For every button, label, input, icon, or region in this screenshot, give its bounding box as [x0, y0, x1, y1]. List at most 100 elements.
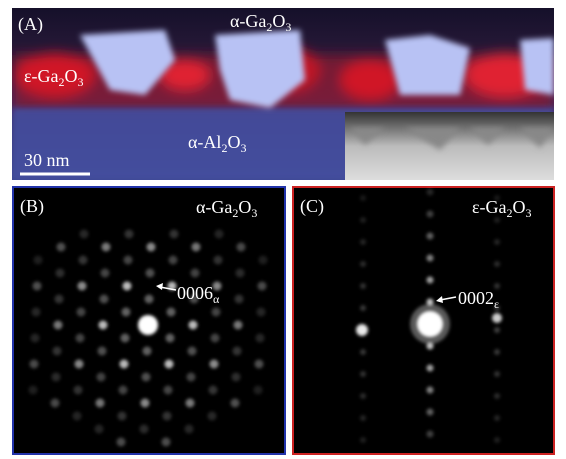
spot — [258, 282, 267, 291]
spot — [146, 269, 155, 278]
spot — [124, 256, 133, 265]
spot — [360, 283, 366, 289]
spot — [427, 189, 434, 196]
spot — [231, 399, 240, 408]
spot — [360, 415, 366, 421]
spot — [57, 243, 66, 252]
spot — [417, 311, 443, 337]
spot — [494, 327, 500, 333]
spot — [257, 308, 266, 317]
spot — [185, 425, 194, 434]
spot — [143, 347, 152, 356]
spot — [118, 412, 127, 421]
spot — [235, 295, 244, 304]
spot — [211, 334, 220, 343]
spot — [74, 386, 83, 395]
spot — [494, 371, 500, 377]
spot — [75, 360, 84, 369]
spot — [162, 438, 171, 447]
spot — [78, 282, 87, 291]
panel-label: (A) — [18, 14, 43, 35]
spot — [360, 261, 366, 267]
spot — [100, 295, 109, 304]
phase-label: α-Ga2O3 — [196, 197, 257, 220]
spot — [188, 347, 197, 356]
spot — [256, 334, 265, 343]
spot — [427, 255, 434, 262]
spot — [234, 321, 243, 330]
spot — [427, 277, 434, 284]
spot — [33, 282, 42, 291]
spot — [163, 412, 172, 421]
spot — [427, 365, 434, 372]
spot — [427, 431, 434, 438]
spot — [494, 415, 500, 421]
spot — [30, 360, 39, 369]
spot — [427, 387, 434, 394]
spot — [141, 399, 150, 408]
spot — [34, 256, 43, 265]
spot — [259, 256, 268, 265]
spot — [99, 321, 108, 330]
spot — [53, 347, 62, 356]
spot — [192, 243, 201, 252]
figure: (A) α-Ga2O3 ε-Ga2O3 α-Al2O3 30 nm (B) α-… — [0, 0, 566, 459]
panel-c — [293, 187, 554, 454]
spot — [121, 334, 130, 343]
spot — [95, 425, 104, 434]
spot — [360, 437, 366, 443]
spot — [56, 269, 65, 278]
spot — [170, 230, 179, 239]
spot — [169, 256, 178, 265]
spot — [186, 399, 195, 408]
spot — [96, 399, 105, 408]
spot — [494, 437, 500, 443]
spot — [360, 195, 366, 201]
spot — [167, 308, 176, 317]
spot — [360, 239, 366, 245]
spot — [189, 321, 198, 330]
spot — [232, 373, 241, 382]
spot — [494, 217, 500, 223]
panel-label: (B) — [20, 196, 44, 217]
spot — [79, 256, 88, 265]
spot — [208, 412, 217, 421]
spot — [360, 217, 366, 223]
spot — [212, 308, 221, 317]
spot — [236, 269, 245, 278]
spot — [164, 386, 173, 395]
panel-a — [12, 8, 554, 180]
spot — [140, 425, 149, 434]
spot — [98, 347, 107, 356]
spot — [145, 295, 154, 304]
phase-label: ε-Ga2O3 — [472, 197, 532, 220]
spot — [494, 393, 500, 399]
spot — [32, 308, 41, 317]
spot — [494, 261, 500, 267]
spot — [138, 315, 158, 335]
spot — [214, 256, 223, 265]
spot — [254, 386, 263, 395]
spot — [427, 409, 434, 416]
inset — [345, 112, 554, 180]
phase-label: α-Al2O3 — [188, 132, 246, 155]
scale-label: 30 nm — [24, 150, 70, 170]
spot — [210, 360, 219, 369]
spot — [97, 373, 106, 382]
spot — [80, 230, 89, 239]
spot — [233, 347, 242, 356]
spot — [142, 373, 151, 382]
spot — [125, 230, 134, 239]
spot — [209, 386, 218, 395]
spot — [427, 211, 434, 218]
spot — [166, 334, 175, 343]
spot — [215, 230, 224, 239]
spot — [255, 360, 264, 369]
spot — [237, 243, 246, 252]
spot — [360, 393, 366, 399]
spot — [120, 360, 129, 369]
spot — [191, 269, 200, 278]
spot — [73, 412, 82, 421]
spot — [356, 324, 368, 336]
spot — [76, 334, 85, 343]
